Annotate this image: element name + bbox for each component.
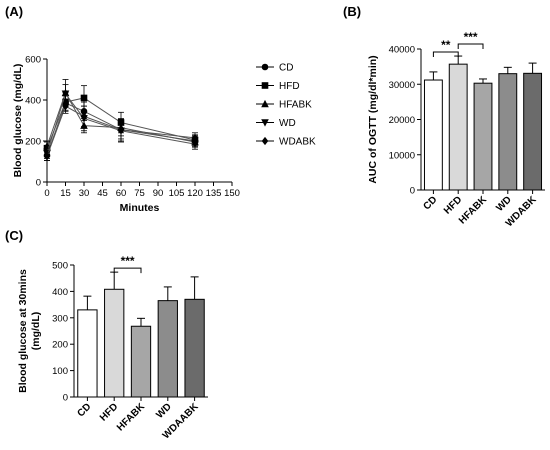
x-tick-label-a: 135 bbox=[206, 188, 222, 199]
category-label: WD bbox=[494, 194, 514, 214]
y-tick-label-c: 100 bbox=[52, 366, 68, 377]
y-tick-label-c: 0 bbox=[63, 393, 68, 404]
x-tick-label-a: 75 bbox=[134, 188, 145, 199]
bracket-line bbox=[432, 51, 459, 58]
bar-hfd bbox=[448, 63, 468, 191]
panel-label-a: (A) bbox=[5, 4, 23, 19]
y-tick-label-c: 300 bbox=[52, 313, 68, 324]
legend-marker bbox=[261, 136, 269, 146]
data-point bbox=[80, 94, 88, 102]
bar-hfabk bbox=[130, 325, 152, 398]
bracket-line bbox=[113, 267, 142, 274]
bracket-line bbox=[457, 43, 484, 50]
y-axis-title-a: Blood glucose (mg/dL) bbox=[12, 64, 24, 178]
data-point bbox=[117, 125, 125, 134]
significance-bracket: *** bbox=[457, 30, 484, 50]
significance-bracket: *** bbox=[113, 254, 142, 274]
y-axis-title-line: (mg/dL) bbox=[30, 312, 42, 351]
data-point bbox=[43, 152, 51, 161]
x-tick-label-a: 150 bbox=[224, 188, 240, 199]
y-axis-title-line: Blood glucose at 30mins bbox=[17, 269, 29, 393]
data-point bbox=[191, 133, 199, 143]
bar-wdabk bbox=[523, 72, 543, 191]
legend-label: WD bbox=[279, 118, 296, 129]
bar-wd bbox=[498, 73, 518, 191]
legend-marker bbox=[261, 99, 269, 108]
y-tick-label-b: 20000 bbox=[389, 115, 415, 126]
data-point bbox=[191, 140, 199, 149]
y-tick-label-b: 40000 bbox=[389, 45, 415, 56]
bar-hfd bbox=[104, 288, 125, 398]
x-tick-label-a: 15 bbox=[60, 188, 71, 199]
category-label: CD bbox=[76, 401, 94, 419]
significance-label: *** bbox=[121, 254, 135, 268]
x-axis-title-a: Minutes bbox=[120, 202, 160, 214]
y-tick-label-a: 0 bbox=[36, 178, 41, 189]
series-wdabk bbox=[43, 98, 199, 161]
y-axis-title-c: Blood glucose at 30mins(mg/dL) bbox=[17, 269, 42, 393]
category-label: CD bbox=[422, 194, 440, 212]
legend-marker bbox=[261, 82, 269, 89]
x-tick-label-a: 45 bbox=[97, 188, 108, 199]
legend-label: CD bbox=[279, 63, 293, 74]
bar-hfabk bbox=[473, 82, 493, 191]
y-tick-label-c: 200 bbox=[52, 340, 68, 351]
category-label: HFABK bbox=[115, 401, 148, 434]
bar-cd bbox=[423, 79, 443, 191]
legend-label: WDABK bbox=[279, 137, 316, 148]
significance-label: ** bbox=[441, 38, 451, 52]
bar-cd bbox=[77, 309, 98, 398]
y-tick-label-c: 400 bbox=[52, 287, 68, 298]
category-label: HFD bbox=[98, 401, 120, 423]
category-label: WD bbox=[154, 401, 174, 421]
panel-label-c: (C) bbox=[5, 228, 23, 243]
panel-label-b: (B) bbox=[343, 4, 361, 19]
chart-b: (B) 0 10000 20000 30000 40000 AUC of OGTT (mg/… bbox=[343, 4, 545, 229]
chart-a: (A) 0 200 400 600 0 15 30 45 60 75 90 105 120 135 150 Mi… bbox=[5, 4, 316, 214]
y-tick-label-c: 500 bbox=[52, 261, 68, 272]
legend-label: HFABK bbox=[279, 100, 312, 111]
x-tick-label-a: 60 bbox=[116, 188, 127, 199]
y-tick-label-b: 0 bbox=[410, 186, 415, 197]
y-tick-label-b: 10000 bbox=[389, 150, 415, 161]
bar-wd bbox=[157, 300, 178, 398]
y-tick-label-a: 400 bbox=[25, 96, 41, 107]
significance-bracket: ** bbox=[432, 38, 459, 58]
x-tick-label-a: 0 bbox=[44, 188, 49, 199]
data-point bbox=[61, 90, 70, 98]
x-tick-label-a: 105 bbox=[169, 188, 185, 199]
y-tick-label-a: 600 bbox=[25, 55, 41, 66]
legend-label: HFD bbox=[279, 81, 300, 92]
data-point bbox=[62, 102, 69, 111]
chart-c: (C) 0 100 200 300 400 500 Blood glucose at 30mi… bbox=[5, 228, 208, 441]
legend-marker bbox=[261, 119, 269, 127]
category-label: HFD bbox=[442, 194, 464, 216]
legend-marker bbox=[261, 63, 269, 71]
x-tick-label-a: 120 bbox=[187, 188, 203, 199]
y-tick-label-b: 30000 bbox=[389, 80, 415, 91]
legend-a: CD HFD HFABK WD WDABK bbox=[256, 63, 316, 148]
bar-wdaabk bbox=[184, 298, 205, 398]
significance-label: *** bbox=[464, 30, 478, 44]
y-tick-label-a: 200 bbox=[25, 137, 41, 148]
category-label: HFABK bbox=[457, 194, 490, 227]
y-axis-title-b: AUC of OGTT (mg/dl*min) bbox=[367, 55, 379, 183]
x-tick-label-a: 90 bbox=[153, 188, 164, 199]
data-point bbox=[80, 112, 88, 121]
x-tick-label-a: 30 bbox=[79, 188, 90, 199]
